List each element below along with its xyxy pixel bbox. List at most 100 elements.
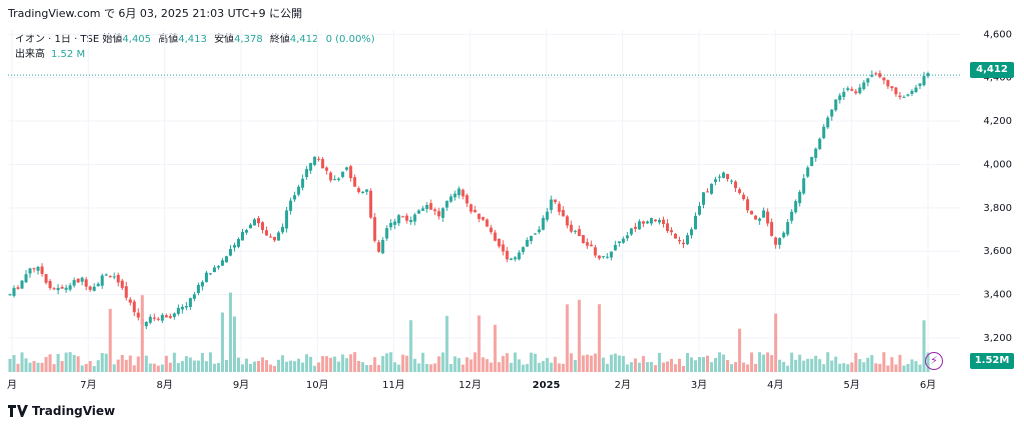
volume-bar [465, 357, 469, 372]
y-tick-label: 4,400 [983, 73, 1012, 84]
candle-body [722, 172, 726, 178]
volume-bar [32, 361, 36, 372]
volume-bar [485, 359, 489, 372]
candle-body [144, 321, 148, 327]
candle-body [766, 211, 770, 224]
candle-body [533, 233, 537, 235]
candle-body [104, 274, 108, 276]
candle-body [794, 201, 798, 213]
candle-body [164, 315, 168, 318]
volume-bar [321, 356, 325, 372]
volume-bar [641, 356, 645, 372]
candle-body [806, 167, 810, 177]
candle-body [481, 217, 485, 220]
volume-bar [613, 353, 617, 372]
high-label: 高値 [158, 34, 179, 45]
tradingview-logo[interactable]: TradingView [8, 404, 115, 418]
volume-bar [585, 354, 589, 372]
candle-body [401, 216, 405, 218]
candle-body [890, 86, 894, 89]
candle-body [453, 193, 457, 198]
volume-bar [493, 324, 497, 372]
candle-body [661, 219, 665, 225]
candle-body [718, 176, 722, 178]
volume-bar [140, 295, 144, 372]
candle-body [192, 294, 196, 299]
candle-body [918, 83, 922, 86]
volume-bar [710, 362, 714, 372]
volume-bar [341, 354, 345, 372]
volume-bar [405, 355, 409, 372]
volume-bar [762, 354, 766, 372]
volume-bar [637, 362, 641, 372]
candle-body [32, 268, 36, 270]
candle-body [834, 99, 838, 111]
candle-body [357, 188, 361, 193]
candle-body [653, 219, 657, 222]
volume-bar [136, 356, 140, 372]
candle-body [52, 288, 56, 290]
volume-bar [40, 362, 44, 372]
volume-bar [429, 364, 433, 372]
volume-bar [245, 358, 249, 372]
x-tick-label: 9月 [233, 379, 249, 391]
volume-bar [445, 315, 449, 372]
volume-bar [898, 354, 902, 372]
candle-body [549, 199, 553, 210]
volume-bar [565, 304, 569, 372]
candle-body [12, 287, 16, 296]
x-tick-label: 月 [7, 379, 17, 391]
candle-body [289, 200, 293, 211]
candle-body [40, 266, 44, 274]
volume-bar [421, 352, 425, 372]
volume-bar [345, 358, 349, 372]
volume-bar [742, 362, 746, 372]
candle-body [625, 235, 629, 239]
candle-body [321, 159, 325, 169]
volume-bar [814, 355, 818, 372]
candle-body [36, 266, 40, 271]
candle-body [200, 281, 204, 287]
x-tick-label: 3月 [691, 379, 707, 391]
volume-bar [746, 364, 750, 372]
volume-bar [914, 361, 918, 372]
candle-body [405, 215, 409, 221]
y-tick-label: 3,400 [983, 290, 1012, 301]
candle-body [617, 241, 621, 244]
volume-bar [277, 359, 281, 372]
candle-body [301, 178, 305, 188]
volume-bar [693, 360, 697, 372]
candle-body [922, 76, 926, 86]
lightning-icon[interactable]: ⚡ [925, 352, 943, 370]
candle-body [862, 82, 866, 89]
candle-body [517, 252, 521, 260]
candle-body [281, 226, 285, 233]
candle-body [746, 199, 750, 211]
candle-body [285, 210, 289, 229]
volume-bar [665, 361, 669, 372]
candle-body [597, 255, 601, 259]
candle-body [148, 316, 152, 323]
volume-bar [497, 362, 501, 372]
candle-body [425, 204, 429, 209]
candle-body [8, 294, 12, 296]
volume-label: 出来高 [15, 49, 45, 60]
candle-body [44, 274, 48, 283]
candle-body [485, 219, 489, 227]
volume-bar [477, 315, 481, 372]
candle-body [176, 307, 180, 314]
candle-body [421, 208, 425, 211]
volume-bar [525, 364, 529, 372]
volume-bar [573, 360, 577, 372]
candle-body [84, 279, 88, 287]
candle-body [236, 239, 240, 247]
candle-body [585, 242, 589, 246]
volume-bar [834, 356, 838, 372]
volume-bar [774, 313, 778, 372]
candle-body [669, 230, 673, 233]
volume-bar [148, 363, 152, 372]
volume-bar [88, 361, 92, 372]
volume-bar [144, 355, 148, 372]
volume-bar [72, 354, 76, 372]
